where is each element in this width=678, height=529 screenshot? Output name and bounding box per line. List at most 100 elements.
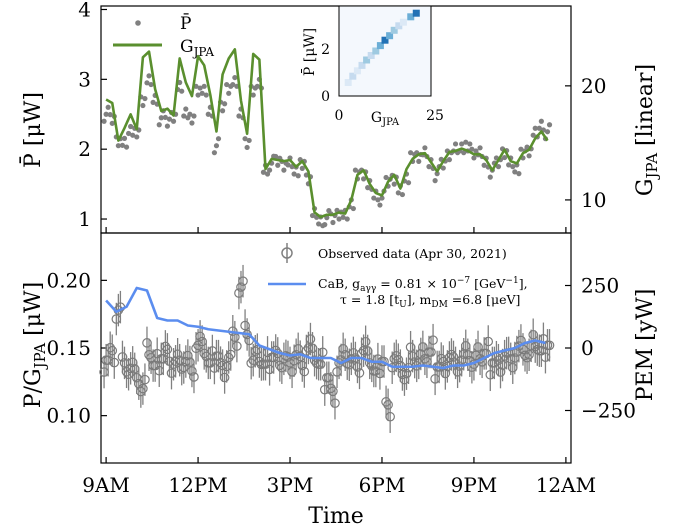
pbar-point — [222, 101, 228, 107]
pbar-point — [105, 104, 111, 110]
pbar-point — [416, 158, 422, 165]
inset-cells — [344, 9, 420, 86]
pbar-point — [526, 153, 532, 159]
pbar-point — [199, 90, 205, 96]
observed-point — [107, 345, 118, 356]
pbar-point — [501, 154, 508, 161]
pbar-point — [250, 92, 256, 98]
pbar-point — [158, 115, 164, 121]
pbar-point — [285, 162, 291, 168]
inset-cell — [376, 42, 384, 50]
observed-point — [225, 349, 236, 360]
x-tick-label: 3PM — [267, 473, 314, 497]
pbar-point — [432, 178, 438, 184]
observed-point — [330, 398, 340, 408]
pbar-point — [219, 108, 226, 114]
inset-cell — [407, 13, 415, 21]
observed-point — [354, 368, 365, 378]
pbar-point — [481, 162, 487, 168]
pbar-point — [226, 90, 232, 96]
x-tick-label: 9AM — [82, 473, 130, 497]
x-axis-label: Time — [308, 504, 364, 529]
x-tick-label: 6PM — [359, 473, 406, 497]
pbar-point — [275, 162, 281, 168]
pbar-point — [266, 167, 273, 173]
pbar-point — [244, 144, 250, 151]
inset-cell — [358, 61, 366, 69]
pbar-point — [395, 190, 401, 196]
pbar-point — [487, 174, 493, 180]
pbar-point — [224, 81, 230, 88]
pbar-point — [236, 113, 242, 119]
top-right-tick-label: 10 — [581, 188, 606, 212]
pbar-point — [197, 85, 203, 91]
pbar-point — [360, 176, 367, 182]
bottom-left-ylabel: P/GJPA [μW] — [21, 282, 49, 408]
pbar-point — [187, 111, 193, 117]
observed-point — [299, 366, 310, 377]
inset-x-tick-0: 0 — [335, 108, 344, 124]
pbar-point — [512, 169, 518, 175]
pbar-point — [179, 88, 185, 94]
pbar-point — [516, 171, 522, 177]
bottom-left-tick-label: 0.15 — [46, 336, 91, 360]
observed-point — [317, 347, 328, 358]
pbar-point — [121, 135, 128, 141]
pbar-point — [254, 83, 260, 89]
pbar-point — [471, 155, 477, 161]
pbar-point — [189, 120, 195, 126]
observed-point — [162, 344, 173, 355]
pbar-point — [103, 111, 109, 117]
pbar-point — [422, 145, 428, 151]
pbar-point — [144, 80, 150, 86]
observed-point — [187, 366, 197, 376]
legend-pbar-label: P̄ — [180, 12, 191, 34]
pbar-point — [242, 136, 248, 142]
observed-point — [524, 349, 534, 360]
pbar-point — [463, 139, 469, 145]
observed-point — [195, 331, 205, 342]
pbar-point — [107, 112, 113, 118]
pbar-point — [101, 118, 107, 124]
bottom-legend: Observed data (Apr 30, 2021) CaB, gaγγ =… — [268, 243, 528, 310]
legend-observed-label: Observed data (Apr 30, 2021) — [318, 246, 507, 261]
inset-cell — [372, 47, 380, 55]
legend-pbar-marker — [135, 20, 141, 26]
pbar-point — [434, 171, 440, 177]
pbar-point — [399, 191, 406, 198]
pbar-point — [340, 214, 346, 220]
pbar-point — [377, 202, 383, 208]
pbar-point — [405, 180, 412, 186]
observed-point — [219, 372, 230, 383]
observed-point — [315, 359, 326, 370]
bottom-right-tick-label: −250 — [581, 399, 636, 423]
observed-point — [428, 335, 438, 345]
x-tick-label: 9PM — [451, 473, 498, 497]
top-legend: P̄ GJPA — [113, 12, 214, 59]
pbar-point — [506, 162, 512, 168]
pbar-point — [191, 113, 197, 119]
pbar-point — [142, 95, 148, 102]
top-left-tick-label: 2 — [78, 137, 91, 161]
observed-point — [109, 357, 120, 368]
cab-line — [105, 286, 546, 370]
pbar-point — [330, 219, 336, 226]
gjpa-line — [105, 48, 549, 219]
pbar-point — [164, 123, 171, 129]
x-tick-label: 12PM — [168, 473, 227, 497]
top-series-layer — [101, 48, 553, 229]
pbar-point — [407, 150, 414, 156]
pbar-point — [459, 141, 465, 147]
inset-heatmap: 0 25 0 2 GJPA P̄ [μW] — [300, 5, 444, 128]
pbar-point — [195, 92, 201, 98]
pbar-point — [273, 153, 279, 160]
top-left-tick-label: 1 — [78, 207, 91, 231]
pbar-point — [426, 164, 432, 170]
bottom-left-tick-label: 0.10 — [46, 404, 91, 428]
pbar-point — [391, 181, 397, 187]
pbar-point — [170, 118, 177, 124]
pbar-point — [246, 137, 252, 144]
observed-point — [138, 383, 148, 394]
